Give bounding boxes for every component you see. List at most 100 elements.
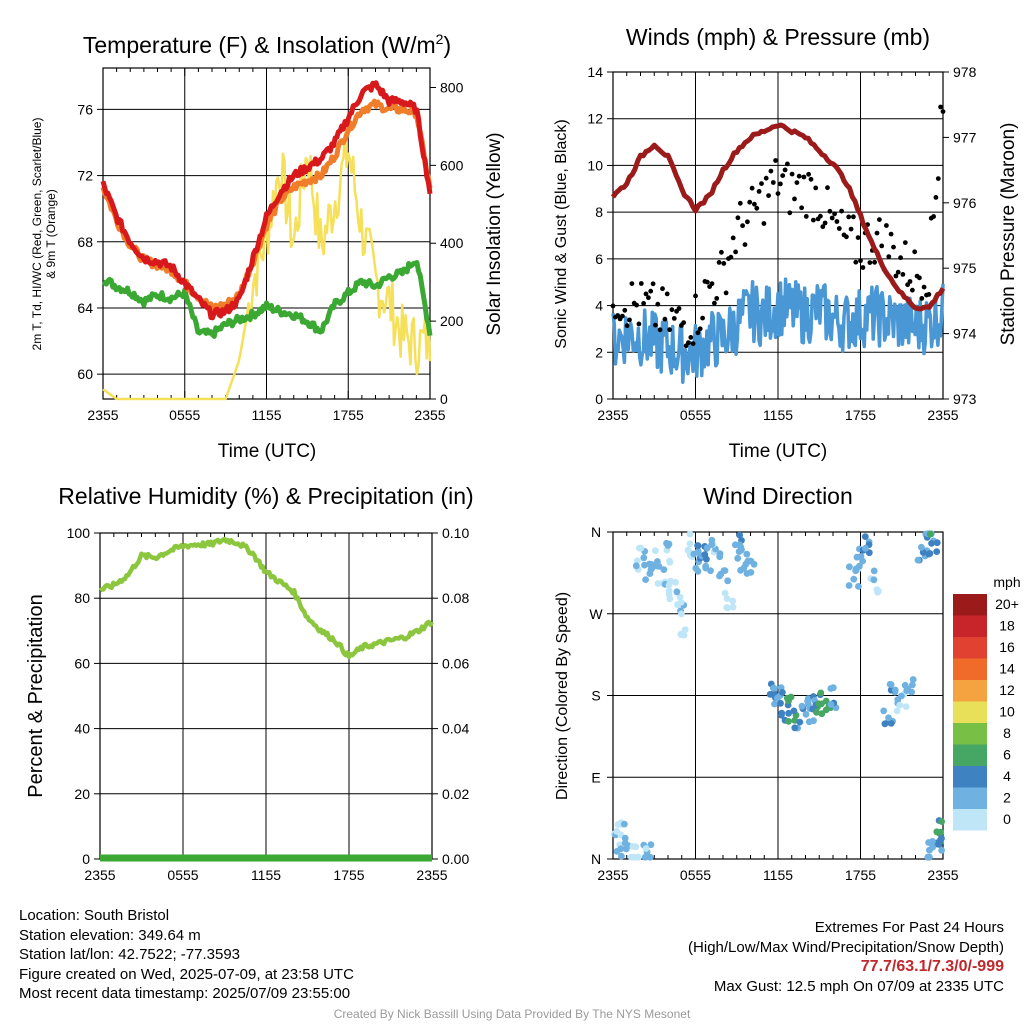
dir-legend-label: 8	[1003, 725, 1011, 741]
dir-chart-point	[724, 577, 732, 585]
wind-chart-gust-point	[853, 259, 859, 265]
dir-chart-point	[870, 567, 878, 575]
dir-chart-point	[918, 543, 925, 551]
wind-chart-xtick-label: 0555	[680, 407, 711, 423]
wind-chart-gust-point	[719, 249, 724, 255]
dir-chart-point	[771, 700, 778, 708]
temp-chart-ytick-label: 72	[77, 168, 93, 184]
dir-chart-point	[621, 834, 629, 842]
dir-legend-label: 14	[999, 661, 1015, 677]
dir-chart-point	[790, 707, 798, 715]
wind-chart-gust-point	[657, 327, 663, 333]
dir-chart-ytick-label: N	[591, 851, 601, 867]
dir-legend-swatch	[953, 766, 987, 788]
dir-chart-point	[817, 689, 825, 697]
wind-chart-gust-point	[740, 223, 745, 229]
wind-chart-ytick-label-right: 975	[953, 260, 977, 276]
wind-chart-ytick-label: 10	[587, 157, 603, 173]
wind-chart-gust-point	[787, 210, 793, 216]
wind-chart-gust-point	[778, 181, 783, 187]
wind-chart-gust-point	[801, 174, 807, 180]
dir-chart-point	[640, 554, 648, 562]
wind-chart-gust-point	[735, 215, 741, 221]
wind-chart-gust-point	[662, 316, 668, 322]
dir-chart-point	[891, 686, 899, 694]
wind-chart-gust-point	[832, 211, 837, 217]
rh-chart-ytick-label: 0	[82, 851, 90, 867]
wind-chart-ytick-label-right: 973	[953, 391, 977, 407]
wind-chart-gust-point	[756, 189, 762, 194]
temp-chart-xlabel: Time (UTC)	[218, 441, 317, 462]
wind-chart-gust-point	[879, 243, 885, 249]
credit-text: Created By Nick Bassill Using Data Provi…	[333, 1007, 691, 1021]
dir-chart-point	[914, 556, 922, 564]
dir-legend-swatch	[953, 787, 987, 809]
wind-chart-gust-point	[933, 195, 939, 200]
wind-chart-gust-point	[749, 185, 755, 191]
wind-chart-pressure-line	[610, 122, 946, 312]
dir-chart-point	[791, 724, 799, 732]
dir-chart-point	[613, 827, 621, 835]
wind-chart-ytick-label: 12	[587, 111, 603, 127]
dir-chart-point	[785, 709, 792, 717]
wind-chart-gust-point	[860, 265, 866, 270]
wind-chart-gust-point	[690, 341, 696, 346]
wind-chart-gust-point	[851, 214, 856, 220]
dir-chart-point	[903, 687, 911, 694]
dir-chart-xtick-label: 2355	[597, 867, 628, 883]
dir-chart-point	[887, 681, 895, 688]
wind-chart-gust-point	[622, 307, 628, 313]
dir-chart-point	[634, 853, 642, 861]
dir-chart-point	[902, 703, 910, 710]
elevation-text: Station elevation: 349.64 m	[19, 926, 201, 944]
dir-chart-point	[637, 544, 645, 552]
rh-chart-ytick-label: 60	[74, 655, 90, 671]
dir-chart-point	[938, 847, 945, 854]
dir-chart-point	[925, 550, 933, 558]
wind-chart-gust-point	[712, 300, 717, 306]
wind-chart-xtick-label: 1155	[763, 407, 793, 423]
dir-legend-swatch	[953, 809, 987, 831]
wind-chart-gust-point	[874, 230, 880, 236]
dir-chart-point	[929, 838, 936, 845]
latlon-text: Station lat/lon: 42.7522; -77.3593	[19, 946, 241, 963]
temp-chart-ylabel-left: & 9m T (Orange)	[44, 189, 58, 279]
wind-chart-gust-point	[839, 208, 844, 214]
wind-chart-gust-point	[912, 249, 918, 255]
dir-chart-point	[723, 595, 731, 602]
wind-chart-gust-point	[721, 261, 727, 266]
rh-chart-ytick-label: 20	[74, 786, 90, 802]
dir-chart-point	[665, 540, 673, 548]
wind-chart-gust-point	[846, 214, 852, 220]
wind-chart-gust-point	[891, 244, 896, 250]
wind-chart-ylabel-right: Station Pressure (Maroon)	[998, 123, 1019, 346]
wind-chart-gust-point	[615, 313, 621, 318]
dir-chart-point	[702, 562, 710, 570]
wind-chart-gust-point	[681, 320, 687, 325]
wind-chart-gust-point	[629, 281, 635, 286]
dir-chart-point	[802, 710, 810, 718]
temp-chart-ytick-label: 68	[77, 234, 93, 250]
dir-chart-point	[893, 707, 901, 715]
dir-chart-point	[926, 846, 933, 854]
wind-chart-gust-point	[940, 109, 946, 114]
dir-chart-point	[766, 691, 774, 698]
dir-chart-point	[804, 695, 812, 703]
dir-chart-point	[690, 550, 698, 558]
dir-chart-point	[861, 533, 869, 540]
dir-chart-point	[617, 845, 625, 853]
rh-chart-ytick-label-right: 0.06	[442, 655, 469, 671]
wind-chart-gust-point	[829, 215, 835, 221]
max-gust-text: Max Gust: 12.5 mph On 07/09 at 2335 UTC	[713, 977, 1004, 995]
temp-chart-ytick-label-right: 800	[440, 79, 464, 95]
wind-chart-gust-point	[806, 171, 811, 177]
wind-chart-gust-point	[745, 219, 750, 225]
wind-chart-gust-point	[624, 323, 630, 329]
rh-chart-xtick-label: 1155	[251, 867, 281, 883]
dir-legend-swatch	[953, 615, 987, 637]
temp-chart-xtick-label: 1755	[333, 407, 364, 423]
station-info: Location: South Bristol Station elevatio…	[19, 906, 354, 1004]
temp-chart-ytick-label-right: 600	[440, 157, 464, 173]
dir-chart-ytick-label: S	[591, 688, 600, 704]
wind-chart-ytick-label-right: 978	[953, 64, 977, 80]
